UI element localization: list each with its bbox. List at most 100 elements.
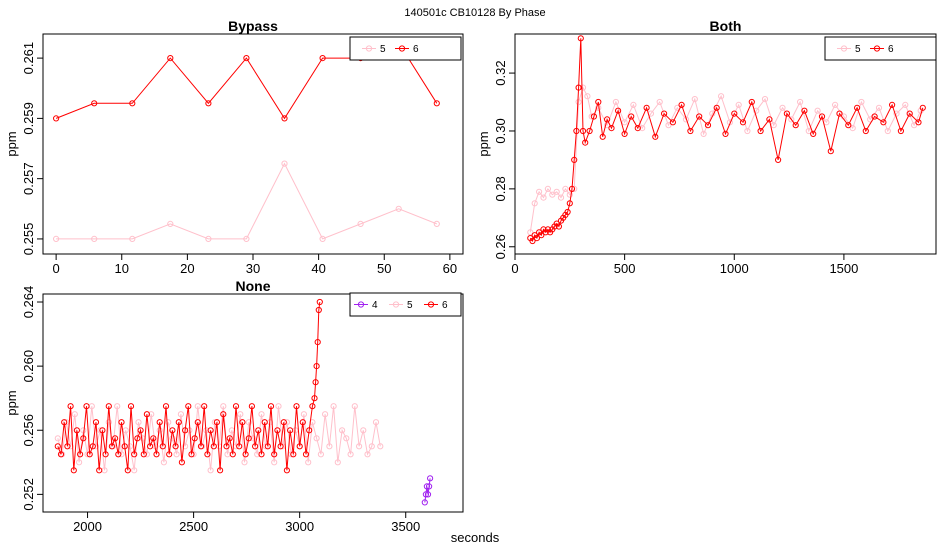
data-point	[836, 110, 843, 117]
data-point	[296, 443, 303, 450]
data-point	[639, 125, 646, 132]
data-point	[143, 411, 150, 418]
data-point	[309, 403, 316, 410]
data-point	[322, 411, 329, 418]
data-point	[748, 98, 755, 106]
data-point	[159, 443, 166, 450]
data-point	[61, 419, 68, 426]
data-point	[53, 115, 60, 122]
data-point	[185, 403, 192, 410]
data-point	[92, 443, 100, 450]
data-point	[255, 427, 262, 434]
data-point	[101, 467, 108, 474]
data-point	[121, 443, 128, 450]
data-point	[156, 419, 163, 426]
data-point	[422, 491, 429, 498]
data-point	[854, 104, 861, 111]
panel-title: None	[236, 278, 271, 294]
data-point	[586, 127, 593, 135]
y-axis-label: ppm	[4, 390, 19, 415]
data-point	[862, 127, 869, 135]
data-point	[70, 467, 77, 474]
data-point	[71, 411, 78, 418]
data-point	[80, 427, 87, 434]
data-point	[845, 122, 852, 129]
data-point	[555, 223, 563, 230]
legend-label-4: 4	[372, 300, 378, 311]
y-tick-label: 0.264	[21, 286, 36, 319]
data-point	[165, 419, 172, 426]
data-point	[316, 298, 323, 306]
data-point	[175, 419, 182, 426]
y-tick-label: 0.260	[21, 350, 36, 383]
data-point	[544, 185, 552, 192]
data-point	[188, 451, 195, 458]
data-point	[147, 443, 154, 450]
data-point	[351, 403, 358, 410]
data-point	[652, 133, 659, 140]
data-point	[64, 443, 71, 450]
data-point	[372, 419, 380, 426]
plot-frame	[514, 33, 937, 255]
data-point	[131, 451, 138, 458]
data-point	[364, 451, 371, 458]
data-point	[433, 220, 440, 227]
data-point	[118, 451, 125, 458]
data-point	[299, 419, 306, 426]
data-point	[290, 451, 297, 458]
data-point	[783, 110, 791, 117]
data-point	[281, 115, 288, 122]
data-point	[311, 395, 318, 402]
data-point	[135, 419, 142, 426]
data-point	[827, 148, 834, 155]
data-point	[818, 113, 826, 120]
data-point	[53, 235, 60, 242]
data-point	[557, 194, 565, 201]
x-tick-label: 3000	[285, 519, 314, 534]
data-point	[792, 122, 799, 129]
data-point	[893, 110, 900, 117]
data-point	[564, 208, 571, 216]
data-point	[205, 100, 212, 107]
data-point	[224, 451, 231, 458]
legend-marker-5	[365, 45, 373, 52]
data-point	[691, 96, 698, 103]
data-point	[105, 403, 112, 410]
y-tick-label: 0.30	[493, 118, 508, 143]
data-point	[207, 427, 214, 434]
data-point	[906, 110, 913, 117]
data-point	[665, 122, 672, 129]
data-point	[319, 55, 326, 62]
y-tick-label: 0.32	[493, 60, 508, 85]
data-point	[80, 435, 87, 442]
data-point	[126, 443, 134, 450]
data-point	[166, 451, 173, 458]
data-point	[770, 122, 777, 129]
data-point	[264, 443, 271, 450]
data-point	[584, 93, 591, 100]
x-tick-label: 40	[311, 261, 325, 276]
y-tick-label: 0.261	[21, 42, 36, 75]
data-point	[421, 499, 428, 506]
data-point	[573, 127, 580, 135]
data-point	[875, 104, 883, 111]
data-point	[744, 127, 751, 135]
data-point	[239, 419, 246, 426]
data-point	[134, 435, 141, 442]
panel-none: None ppm 2000 2500 3000 3500 0.252 0.256 0.260 0.…	[4, 278, 464, 534]
data-point	[96, 467, 103, 474]
data-point	[173, 451, 180, 458]
x-tick-label: 1000	[720, 261, 749, 276]
data-point	[801, 107, 808, 114]
data-point	[628, 113, 635, 120]
data-point	[131, 467, 138, 474]
data-point	[753, 107, 760, 114]
data-point	[577, 35, 584, 42]
legend-box	[349, 292, 462, 317]
data-point	[656, 98, 663, 106]
data-point	[427, 475, 434, 482]
data-point	[86, 451, 93, 458]
data-point	[88, 403, 95, 410]
data-point	[205, 235, 212, 242]
